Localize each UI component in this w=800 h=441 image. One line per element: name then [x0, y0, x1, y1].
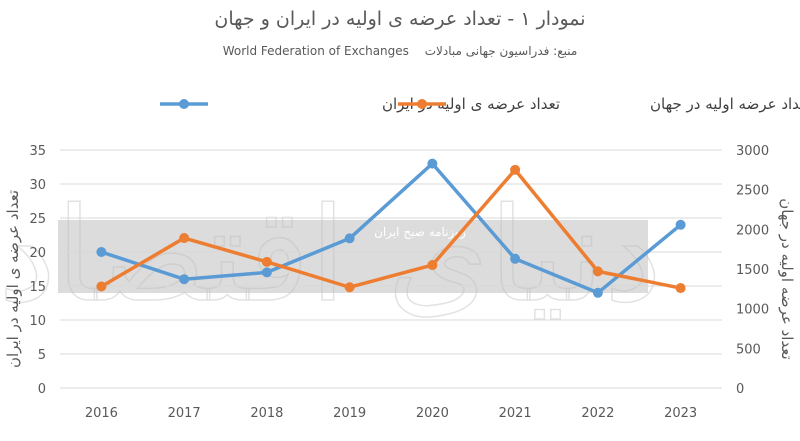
x-tick-label: 2022	[581, 406, 614, 421]
data-point	[675, 283, 686, 294]
left-tick-label: 10	[29, 314, 46, 329]
x-tick-label: 2017	[168, 406, 201, 421]
right-tick-label: 500	[736, 342, 761, 357]
data-point	[592, 287, 603, 298]
left-axis-title: تعداد عرضه ی اولیه در ایران	[4, 190, 22, 368]
right-tick-label: 0	[736, 382, 744, 397]
data-point	[96, 247, 107, 257]
chart-title: نمودار ۱ - تعداد عرضه ی اولیه در ایران و…	[214, 8, 586, 30]
legend-label: تعداد عرضه ی اولیه در ایران	[382, 95, 560, 113]
series-layer	[96, 158, 686, 298]
x-axis-ticks: 2016 2017 2018 2019 2020 2021 2022 2023	[85, 406, 697, 421]
data-point	[427, 260, 438, 271]
data-point	[510, 164, 521, 175]
right-axis-ticks: 0 500 1000 1500 2000 2500 3000	[736, 144, 769, 397]
data-point	[344, 233, 355, 244]
x-tick-label: 2018	[250, 406, 283, 421]
left-tick-label: 35	[29, 144, 46, 159]
left-tick-label: 15	[29, 280, 46, 295]
source-en: World Federation of Exchanges	[222, 44, 409, 58]
left-tick-label: 30	[29, 178, 46, 193]
watermark-box	[58, 220, 648, 293]
left-tick-label: 20	[29, 246, 46, 261]
data-point	[96, 281, 107, 292]
gridlines	[60, 149, 722, 389]
legend: تعداد عرضه ی اولیه در ایران تعداد عرضه او…	[160, 95, 800, 113]
data-point	[179, 274, 190, 285]
x-tick-label: 2020	[416, 406, 449, 421]
legend-swatch-marker	[179, 99, 189, 109]
data-point	[261, 256, 272, 267]
left-axis-ticks: 0 5 10 15 20 25 30 35	[29, 144, 46, 397]
data-point	[179, 233, 190, 244]
watermark: دنیای اقتصاد روزنامه صبح ایران	[0, 178, 663, 332]
x-tick-label: 2016	[85, 406, 118, 421]
legend-swatch-marker	[417, 99, 427, 109]
data-point	[427, 158, 438, 169]
right-tick-label: 2000	[736, 223, 769, 238]
right-axis-title: تعداد عرضه اولیه در جهان	[778, 198, 796, 359]
right-tick-label: 3000	[736, 144, 769, 159]
series-line	[99, 168, 683, 290]
x-tick-label: 2019	[333, 406, 366, 421]
source-label: منبع: فدراسیون جهانی مبادلات	[424, 44, 578, 58]
data-point	[510, 253, 521, 264]
data-point	[675, 219, 686, 230]
legend-label: تعداد عرضه اولیه در جهان	[650, 95, 800, 113]
watermark-box-text: روزنامه صبح ایران	[374, 225, 466, 240]
right-tick-label: 2500	[736, 184, 769, 199]
left-tick-label: 5	[38, 348, 46, 363]
right-tick-label: 1500	[736, 263, 769, 278]
data-point	[261, 267, 272, 278]
left-tick-label: 25	[29, 212, 46, 227]
left-tick-label: 0	[38, 382, 46, 397]
source-note: World Federation of Exchanges منبع: فدرا…	[0, 44, 800, 58]
data-point	[592, 266, 603, 277]
x-tick-label: 2023	[664, 406, 697, 421]
right-tick-label: 1000	[736, 303, 769, 318]
data-point	[344, 282, 355, 293]
series-line	[99, 161, 683, 295]
x-tick-label: 2021	[499, 406, 532, 421]
